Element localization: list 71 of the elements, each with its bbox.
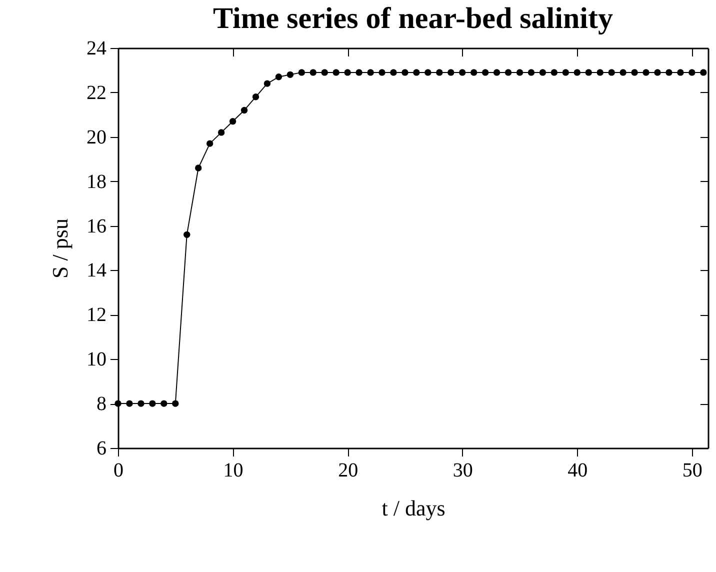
y-tick-label: 20 [86, 126, 106, 148]
point [574, 69, 580, 76]
point [172, 400, 179, 407]
point [240, 106, 248, 114]
point [677, 69, 684, 76]
point [436, 69, 443, 76]
point [700, 69, 707, 76]
point [184, 231, 190, 238]
x-tick-label: 30 [452, 460, 473, 482]
y-axis-title: S / psu [48, 218, 72, 278]
point [470, 69, 478, 76]
point [631, 69, 638, 76]
point [367, 69, 374, 76]
point [596, 69, 604, 76]
y-tick-label: 14 [86, 260, 106, 282]
point [126, 400, 133, 407]
y-tick-label: 24 [86, 38, 106, 60]
chart-title: Time series of near-bed salinity [213, 2, 613, 35]
point [539, 69, 546, 76]
x-axis-title: t / days [382, 496, 446, 520]
point [138, 400, 144, 407]
point [321, 69, 328, 76]
point [482, 69, 489, 76]
x-tick-label: 20 [338, 460, 358, 482]
x-tick-label: 50 [682, 460, 702, 482]
point [413, 69, 420, 76]
point [194, 164, 202, 172]
point [516, 69, 524, 76]
point [585, 69, 592, 76]
point [459, 69, 466, 76]
y-tick-label: 12 [86, 304, 106, 326]
point [356, 69, 362, 76]
point [149, 400, 156, 407]
point [504, 69, 512, 76]
point [252, 94, 260, 100]
point [344, 69, 351, 76]
y-tick-label: 8 [96, 393, 106, 416]
point [264, 80, 271, 87]
x-tick-label: 0 [114, 460, 124, 482]
point [402, 69, 408, 76]
x-tick-label: 40 [568, 460, 588, 482]
point [528, 69, 535, 76]
point [688, 69, 696, 76]
y-tick-label: 6 [96, 438, 106, 460]
point [310, 69, 316, 76]
x-tick-label: 10 [223, 460, 244, 482]
y-tick-label: 16 [86, 215, 106, 238]
point [666, 69, 672, 76]
y-tick-label: 22 [86, 82, 106, 104]
point [298, 69, 306, 76]
point [218, 129, 225, 136]
point [424, 69, 432, 76]
point [448, 69, 454, 76]
point [562, 69, 570, 76]
point [332, 69, 340, 76]
y-tick-label: 18 [86, 170, 106, 193]
point [550, 69, 558, 76]
y-tick-label: 10 [86, 348, 106, 371]
point [114, 400, 122, 407]
point [654, 69, 661, 76]
point [378, 69, 386, 76]
point [390, 69, 397, 76]
point [642, 69, 650, 76]
point [286, 71, 294, 78]
point [229, 118, 236, 125]
point [493, 69, 500, 76]
point [608, 69, 615, 76]
point [206, 140, 214, 147]
point [275, 74, 282, 80]
point [620, 69, 626, 76]
point [160, 400, 168, 407]
